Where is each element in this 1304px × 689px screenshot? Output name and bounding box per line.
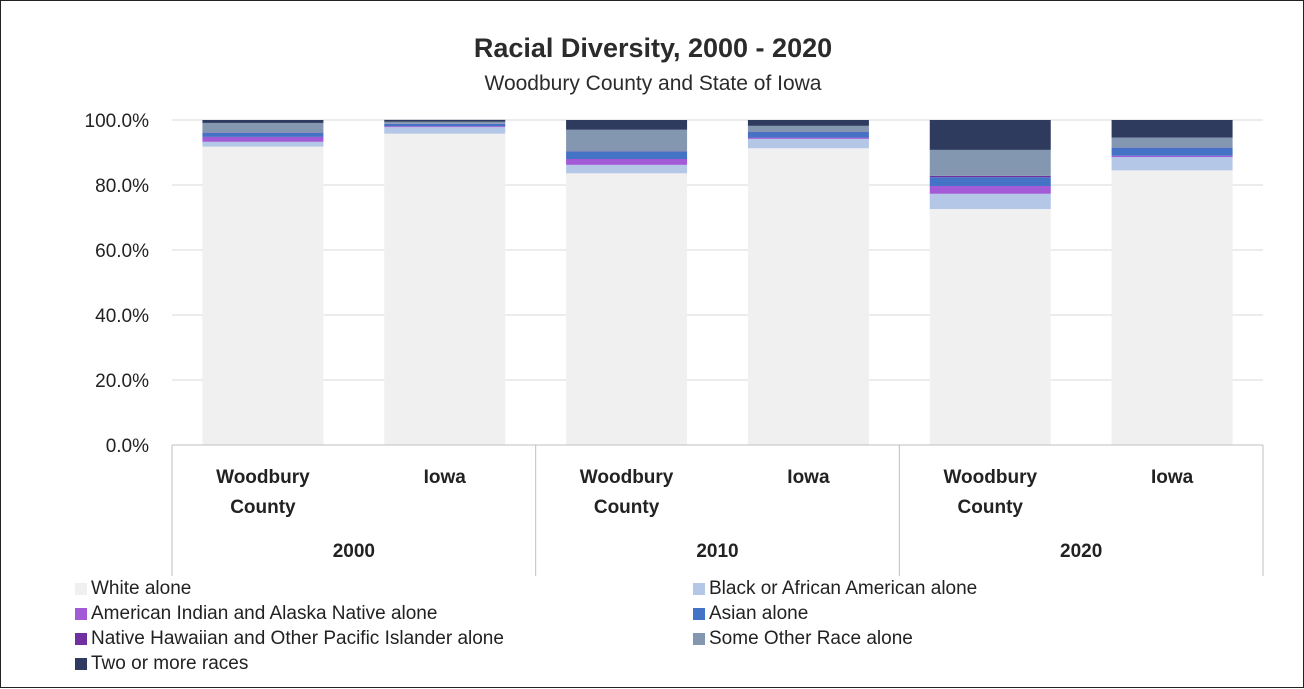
legend-swatch [75,608,87,620]
legend-swatch [75,633,87,645]
bar-segment [748,148,869,445]
legend-label: Black or African American alone [709,578,977,599]
legend-label: White alone [91,578,191,599]
y-tick-label: 100.0% [85,111,150,132]
bar-segment [930,176,1051,177]
group-label: 2020 [1060,541,1102,562]
bar-segment [202,120,323,123]
legend-label: Asian alone [709,603,808,624]
bar-segment [930,194,1051,209]
y-tick-label: 60.0% [95,241,149,262]
chart-subtitle: Woodbury County and State of Iowa [485,72,822,95]
bar-segment [1112,148,1233,156]
bar-segment [384,126,505,127]
category-label: County [230,497,296,518]
bar-segment [930,177,1051,186]
bar-segment [384,124,505,126]
y-tick-label: 40.0% [95,306,149,327]
group-label: 2000 [333,541,375,562]
legend-swatch [75,658,87,670]
bar-segment [748,138,869,139]
bar-segment [748,139,869,148]
category-label: Iowa [787,467,830,488]
category-label: Woodbury [580,467,674,488]
bar-segment [1112,157,1233,170]
bar-segment [748,120,869,126]
bar-segment [202,142,323,147]
bar-segment [202,137,323,142]
category-label: County [594,497,660,518]
bar-segment [930,186,1051,194]
bar-segment [202,147,323,445]
legend-swatch [693,608,705,620]
bar-segment [384,127,505,133]
bar-segment [1112,156,1233,157]
bar-segment [202,133,323,137]
legend-label: Native Hawaiian and Other Pacific Island… [91,628,504,649]
category-label: Woodbury [216,467,310,488]
category-label: County [958,497,1024,518]
bar-segment [748,126,869,132]
bar-segment [1112,120,1233,138]
y-tick-label: 0.0% [106,436,149,457]
bar-segment [566,130,687,151]
y-tick-label: 80.0% [95,176,149,197]
bar-segment [566,120,687,130]
bar-segment [930,209,1051,445]
bar-segment [930,150,1051,176]
bar-segment [202,123,323,133]
legend-label: American Indian and Alaska Native alone [91,603,437,624]
legend-swatch [693,583,705,595]
bar-segment [566,173,687,445]
legend-swatch [693,633,705,645]
bar-segment [384,122,505,124]
bar-segment [1112,138,1233,148]
bar-segment [930,120,1051,150]
bar-segment [1112,170,1233,445]
legend-label: Two or more races [91,653,248,674]
category-label: Iowa [424,467,467,488]
bar-segment [748,132,869,138]
chart-title: Racial Diversity, 2000 - 2020 [474,33,832,63]
bar-segment [566,165,687,173]
legend-swatch [75,583,87,595]
bar-segment [566,152,687,159]
category-label: Iowa [1151,467,1194,488]
bar-segment [384,120,505,122]
bar-segment [384,134,505,445]
y-tick-label: 20.0% [95,371,149,392]
group-label: 2010 [696,541,738,562]
legend-label: Some Other Race alone [709,628,913,649]
bar-segment [566,159,687,165]
category-label: Woodbury [943,467,1037,488]
